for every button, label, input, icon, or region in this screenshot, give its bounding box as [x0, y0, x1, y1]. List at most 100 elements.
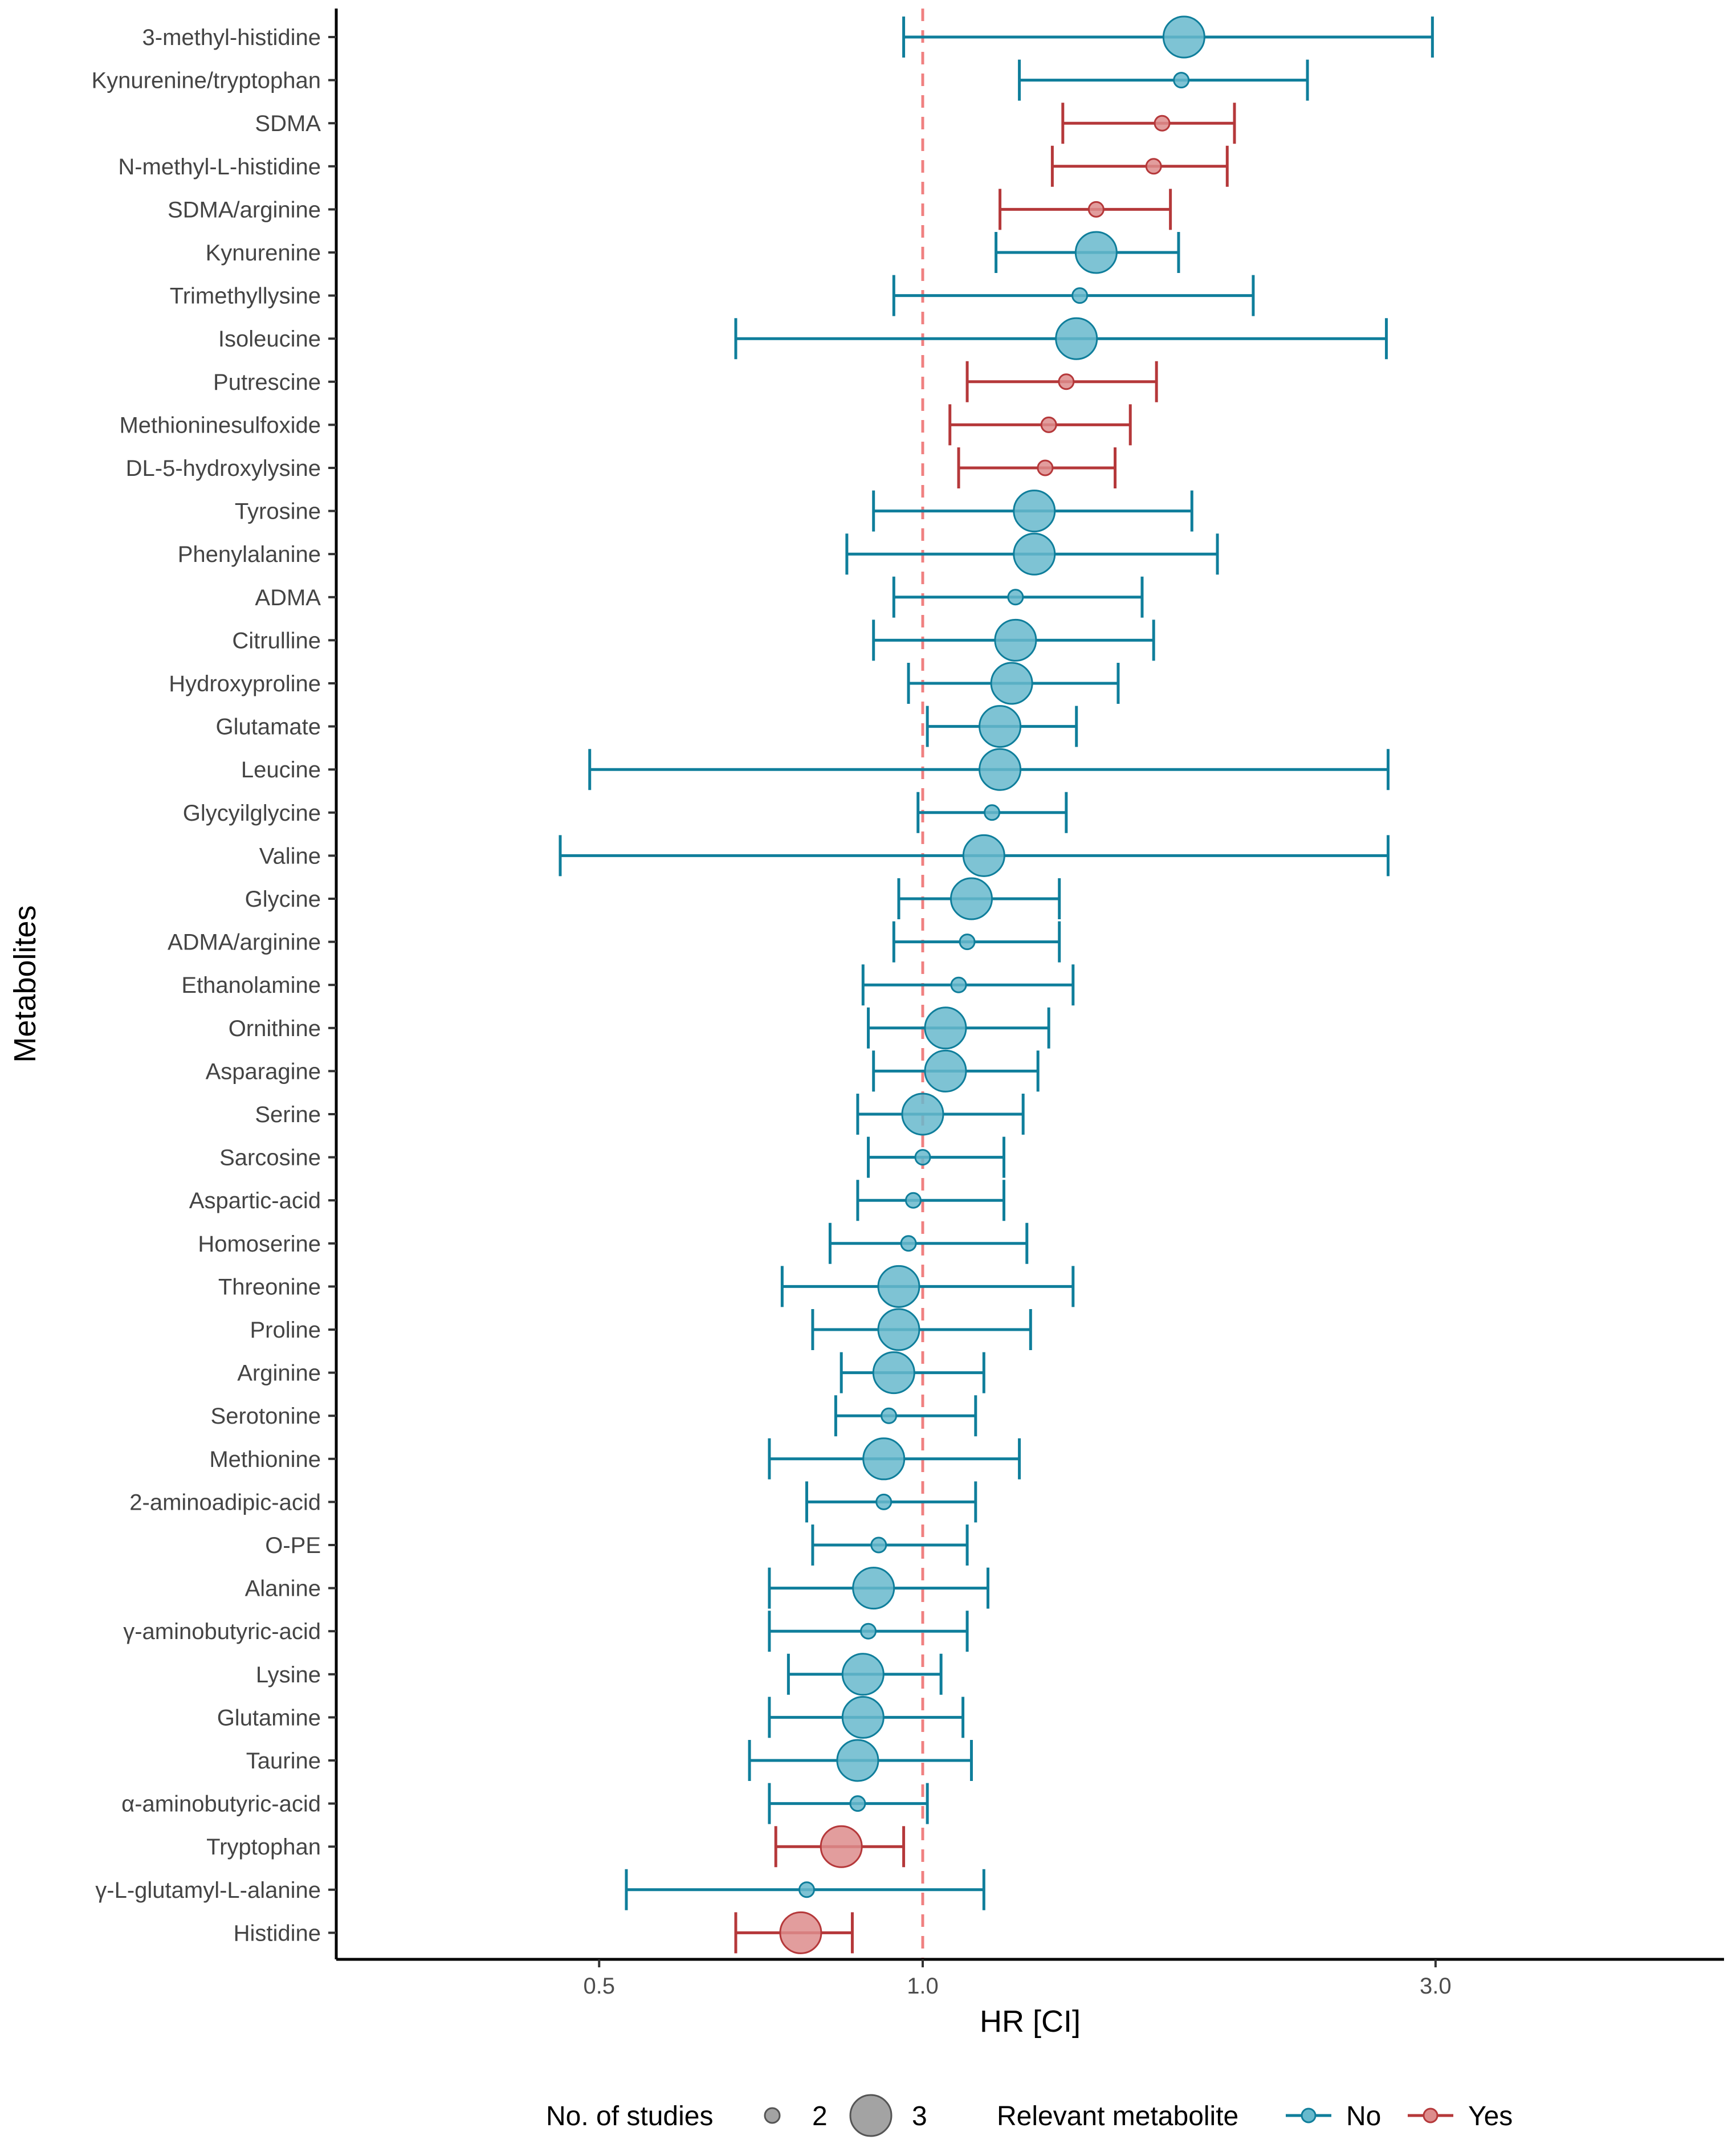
x-axis-ticks: 0.5 1.0 3.0: [583, 1959, 1452, 1999]
hr-point: [904, 1192, 922, 1209]
legend-color-title: Relevant metabolite: [997, 2101, 1238, 2131]
hr-point: [872, 1351, 915, 1395]
y-tick-label: Putrescine: [213, 370, 321, 395]
y-tick-label: Ornithine: [229, 1016, 321, 1041]
x-tick-label: 3.0: [1420, 1974, 1452, 1999]
y-tick-label: Asparagine: [206, 1059, 321, 1084]
hr-point: [959, 934, 976, 951]
row-22: [861, 964, 1075, 1006]
y-tick-label: SDMA/arginine: [168, 197, 321, 222]
y-tick-label: Methioninesulfoxide: [119, 413, 321, 438]
y-tick-label: Serotonine: [211, 1404, 321, 1429]
hr-point: [881, 1407, 898, 1424]
y-tick-label: Glycyilglycine: [183, 801, 321, 826]
hr-point: [877, 1265, 920, 1308]
y-tick-label: Hydroxyproline: [169, 671, 321, 696]
legend-color-key-point: [1423, 2108, 1438, 2123]
hr-point: [924, 1006, 967, 1050]
y-tick-label: 3-methyl-histidine: [142, 25, 321, 50]
y-tick-label: Histidine: [234, 1921, 321, 1946]
row-29: [780, 1265, 1075, 1308]
y-tick-label: Glycine: [245, 887, 321, 912]
hr-point: [1074, 231, 1118, 274]
y-tick-label: O-PE: [265, 1533, 321, 1558]
row-3: [1050, 145, 1229, 187]
row-0: [902, 15, 1434, 59]
y-tick-label: Homoserine: [198, 1232, 321, 1257]
hr-point: [1055, 317, 1098, 360]
y-tick-label: Alanine: [245, 1576, 321, 1601]
legend-size-label: 2: [812, 2101, 828, 2131]
row-2: [1061, 103, 1236, 144]
row-40: [748, 1739, 973, 1782]
row-20: [897, 877, 1061, 920]
y-tick-label: Sarcosine: [219, 1146, 321, 1171]
hr-point: [875, 1493, 893, 1510]
hr-point: [1071, 287, 1089, 304]
y-tick-label: Arginine: [237, 1361, 321, 1386]
y-tick-label: γ-aminobutyric-acid: [123, 1619, 321, 1644]
row-10: [957, 447, 1117, 488]
hr-point: [994, 618, 1037, 662]
legend-color-items: No Yes: [1286, 2101, 1513, 2131]
hr-point: [1145, 158, 1162, 175]
y-tick-label: Lysine: [256, 1662, 321, 1688]
row-26: [867, 1136, 1005, 1178]
hr-point: [852, 1567, 895, 1610]
hr-point: [1013, 490, 1056, 533]
y-tick-label: Citrulline: [232, 628, 321, 653]
row-14: [872, 618, 1155, 662]
plot-area: [559, 9, 1434, 1959]
hr-point: [1040, 416, 1057, 433]
y-tick-label: DL-5-hydroxylysine: [126, 456, 321, 481]
row-12: [845, 532, 1219, 576]
hr-point: [1162, 15, 1205, 59]
hr-point: [1173, 72, 1190, 89]
y-tick-label: Proline: [250, 1318, 321, 1343]
hr-point: [836, 1739, 879, 1782]
row-31: [840, 1351, 985, 1395]
hr-point: [841, 1695, 885, 1739]
row-24: [872, 1049, 1040, 1093]
row-35: [811, 1525, 969, 1566]
row-4: [999, 189, 1172, 230]
y-tick-label: Kynurenine/tryptophan: [92, 68, 321, 93]
row-15: [907, 662, 1120, 705]
row-13: [892, 576, 1144, 618]
hr-point: [979, 705, 1022, 748]
row-6: [892, 275, 1255, 316]
y-tick-label: ADMA: [255, 585, 321, 610]
row-23: [867, 1006, 1050, 1050]
hr-point: [949, 877, 993, 920]
y-tick-label: Phenylalanine: [178, 542, 321, 567]
row-34: [805, 1481, 977, 1523]
hr-point: [820, 1825, 863, 1868]
row-41: [768, 1783, 929, 1824]
hr-point: [1154, 115, 1171, 132]
y-tick-label: Leucine: [241, 757, 321, 782]
row-16: [926, 705, 1078, 748]
hr-point: [860, 1623, 877, 1640]
hr-point: [849, 1795, 866, 1812]
row-8: [965, 361, 1158, 402]
row-36: [768, 1567, 989, 1610]
hr-point: [841, 1653, 885, 1696]
legend-color-label: Yes: [1468, 2101, 1513, 2131]
legend-size-label: 3: [912, 2101, 927, 2131]
row-19: [559, 834, 1390, 877]
hr-point: [962, 834, 1005, 877]
y-tick-label: Serine: [255, 1102, 321, 1127]
row-28: [828, 1222, 1029, 1264]
y-tick-label: Valine: [259, 843, 321, 869]
row-30: [811, 1308, 1032, 1351]
hr-point: [870, 1536, 887, 1554]
y-tick-label: Tyrosine: [235, 499, 321, 524]
y-tick-label: α-aminobutyric-acid: [121, 1792, 321, 1817]
hr-point: [914, 1149, 931, 1166]
y-tick-label: ADMA/arginine: [168, 930, 321, 955]
y-tick-label: Methionine: [209, 1447, 321, 1472]
hr-point: [1007, 589, 1024, 606]
hr-point: [779, 1911, 822, 1954]
